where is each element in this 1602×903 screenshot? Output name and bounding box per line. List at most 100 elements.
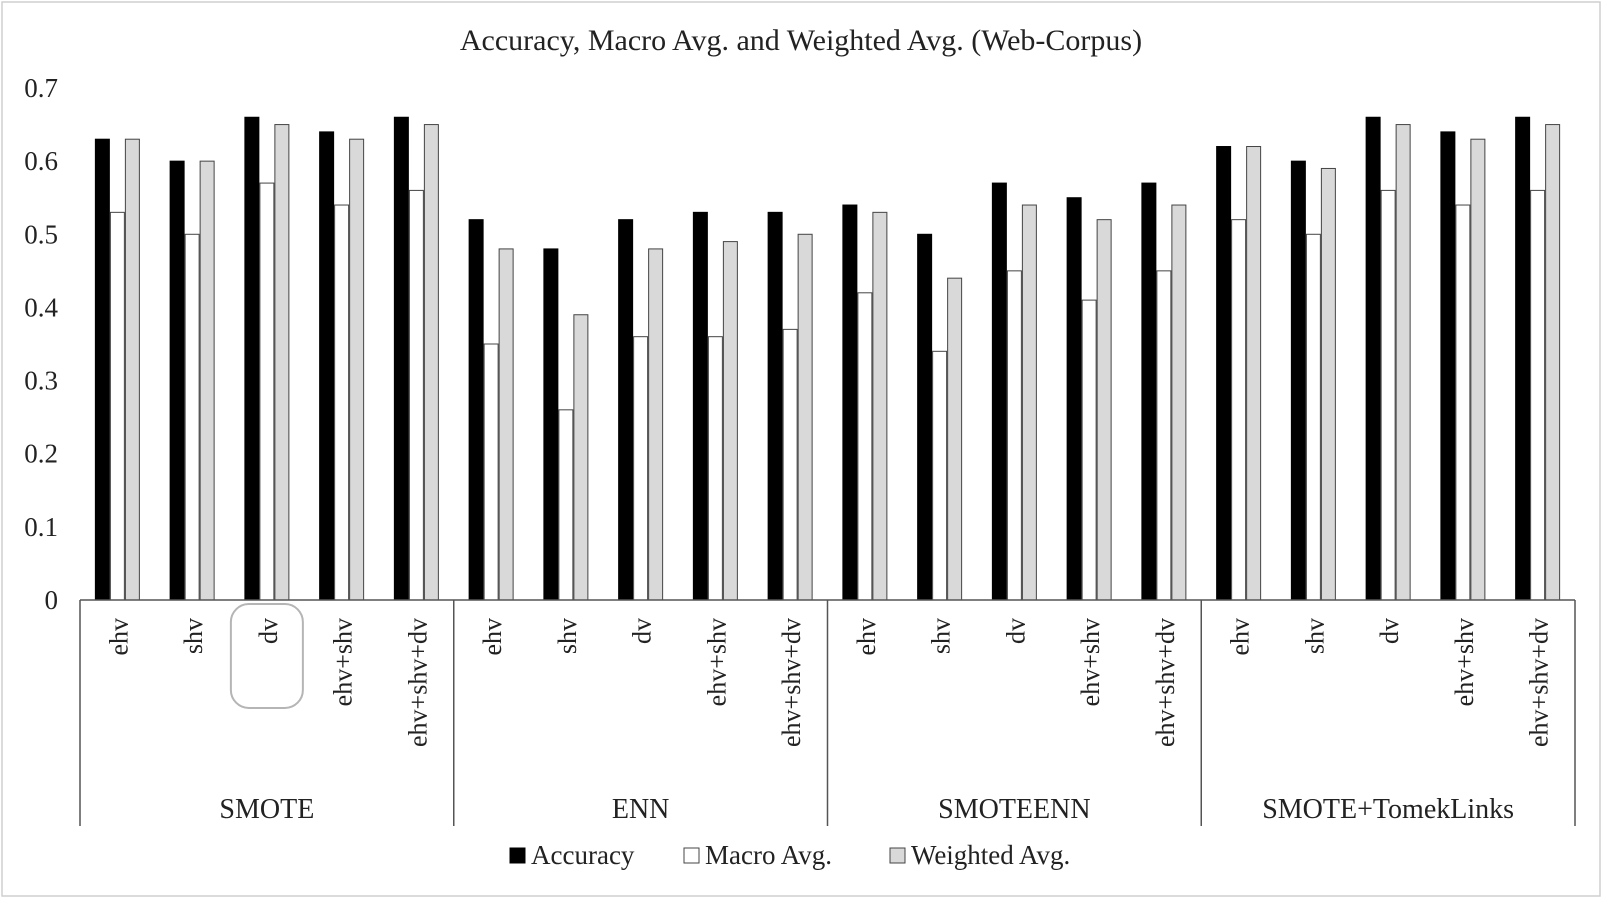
bar-macro-avg-smote-shv [184, 233, 200, 601]
bar-accuracy-smote-tomeklinks-ehv-shv-dv [1515, 116, 1531, 601]
bar-accuracy-smote-tomeklinks-shv [1290, 160, 1306, 601]
category-label: dv [254, 618, 283, 644]
group-label: SMOTE+TomekLinks [1262, 794, 1514, 825]
category-label: ehv+shv+dv [777, 618, 806, 747]
bar-weighted-avg-smoteenn-dv [1021, 204, 1037, 601]
bar-accuracy-smote-tomeklinks-dv [1365, 116, 1381, 601]
bar-weighted-avg-enn-shv [573, 314, 589, 601]
category-label: ehv+shv [1076, 618, 1105, 706]
bar-macro-avg-smote-ehv-shv-dv [408, 189, 424, 601]
bar-weighted-avg-smote-tomeklinks-ehv [1246, 146, 1262, 601]
bar-weighted-avg-smote-dv [274, 124, 290, 601]
category-label: ehv [1226, 618, 1255, 656]
legend-label: Weighted Avg. [911, 840, 1070, 870]
bar-macro-avg-enn-dv [633, 336, 649, 601]
bar-macro-avg-smote-ehv [109, 211, 125, 601]
bar-accuracy-smoteenn-ehv-shv [1066, 197, 1082, 601]
bar-weighted-avg-smoteenn-ehv-shv [1096, 219, 1112, 601]
group-label: SMOTE [219, 794, 314, 825]
bar-macro-avg-smote-tomeklinks-shv [1305, 233, 1321, 601]
bar-weighted-avg-smoteenn-ehv-shv-dv [1171, 204, 1187, 601]
bar-accuracy-smote-ehv [94, 138, 110, 601]
category-label: ehv+shv+dv [1525, 618, 1554, 747]
bar-weighted-avg-smoteenn-shv [947, 277, 963, 601]
highlight-outline [229, 603, 304, 709]
legend: Accuracy Macro Avg. Weighted Avg. [509, 840, 1070, 870]
bar-accuracy-smote-dv [244, 116, 260, 601]
bar-macro-avg-smoteenn-shv [932, 350, 948, 601]
category-label: dv [1001, 618, 1030, 644]
category-label: dv [1375, 618, 1404, 644]
bar-weighted-avg-enn-ehv [498, 248, 514, 601]
bar-accuracy-smote-shv [169, 160, 185, 601]
bar-weighted-avg-smote-ehv [124, 138, 140, 601]
y-tick-label: 0.1 [24, 512, 58, 542]
legend-label: Macro Avg. [705, 840, 832, 870]
bar-weighted-avg-smote-tomeklinks-ehv-shv [1470, 138, 1486, 601]
category-label: ehv+shv+dv [403, 618, 432, 747]
category-label: ehv+shv [1450, 618, 1479, 706]
bar-weighted-avg-enn-ehv-shv-dv [797, 233, 813, 601]
category-label: dv [628, 618, 657, 644]
y-axis: 0 0.1 0.2 0.3 0.4 0.5 0.6 0.7 [24, 73, 58, 615]
category-label: ehv [852, 618, 881, 656]
category-label: ehv+shv [702, 618, 731, 706]
bar-macro-avg-smote-tomeklinks-ehv-shv-dv [1530, 189, 1546, 601]
bar-accuracy-enn-ehv-shv-dv [767, 211, 783, 601]
y-tick-label: 0.4 [24, 292, 58, 322]
y-tick-label: 0.2 [24, 439, 58, 469]
bar-macro-avg-enn-ehv-shv-dv [782, 328, 798, 601]
bar-macro-avg-smote-tomeklinks-dv [1380, 189, 1396, 601]
bar-weighted-avg-smote-shv [199, 160, 215, 601]
category-label: ehv [104, 618, 133, 656]
y-tick-label: 0.6 [24, 146, 58, 176]
bar-macro-avg-smoteenn-ehv [857, 292, 873, 601]
legend-swatch [509, 847, 526, 864]
bar-weighted-avg-smoteenn-ehv [872, 211, 888, 601]
legend-swatch [889, 847, 906, 864]
chart-title: Accuracy, Macro Avg. and Weighted Avg. (… [460, 24, 1142, 57]
bar-accuracy-smoteenn-shv [917, 233, 933, 601]
bar-macro-avg-smote-dv [259, 182, 275, 601]
bar-macro-avg-smote-ehv-shv [334, 204, 350, 601]
bar-macro-avg-enn-ehv-shv [707, 336, 723, 601]
bar-macro-avg-smoteenn-ehv-shv [1081, 299, 1097, 601]
bar-weighted-avg-smote-ehv-shv-dv [423, 124, 439, 601]
bar-accuracy-smote-tomeklinks-ehv-shv [1440, 131, 1456, 601]
category-label: shv [553, 618, 582, 654]
bar-accuracy-smoteenn-ehv [842, 204, 858, 601]
bar-macro-avg-smoteenn-dv [1006, 270, 1022, 601]
category-label: ehv [478, 618, 507, 656]
y-tick-label: 0.5 [24, 219, 58, 249]
bar-weighted-avg-smote-ehv-shv [349, 138, 365, 601]
bar-weighted-avg-smote-tomeklinks-ehv-shv-dv [1545, 124, 1561, 601]
bar-accuracy-enn-dv [618, 219, 634, 601]
bar-accuracy-smote-tomeklinks-ehv [1216, 146, 1232, 601]
bar-accuracy-smote-ehv-shv [319, 131, 335, 601]
y-tick-label: 0.3 [24, 366, 58, 396]
bar-macro-avg-smote-tomeklinks-ehv [1231, 219, 1247, 601]
y-tick-label: 0.7 [24, 73, 58, 103]
bar-weighted-avg-smote-tomeklinks-shv [1320, 167, 1336, 601]
bar-accuracy-smoteenn-ehv-shv-dv [1141, 182, 1157, 601]
category-label: shv [179, 618, 208, 654]
group-label: ENN [612, 794, 670, 825]
group-label: SMOTEENN [938, 794, 1090, 825]
bar-accuracy-smote-ehv-shv-dv [393, 116, 409, 601]
category-label: shv [927, 618, 956, 654]
bar-weighted-avg-enn-dv [648, 248, 664, 601]
bar-macro-avg-smoteenn-ehv-shv-dv [1156, 270, 1172, 601]
bar-accuracy-smoteenn-dv [991, 182, 1007, 601]
bar-macro-avg-enn-ehv [483, 343, 499, 601]
bar-accuracy-enn-shv [543, 248, 559, 601]
bar-accuracy-enn-ehv-shv [692, 211, 708, 601]
category-label: shv [1300, 618, 1329, 654]
bar-weighted-avg-enn-ehv-shv [722, 241, 738, 601]
category-label: ehv+shv [329, 618, 358, 706]
bar-macro-avg-enn-shv [558, 409, 574, 601]
bar-macro-avg-smote-tomeklinks-ehv-shv [1455, 204, 1471, 601]
y-tick-label: 0 [45, 585, 59, 615]
bar-accuracy-enn-ehv [468, 219, 484, 601]
